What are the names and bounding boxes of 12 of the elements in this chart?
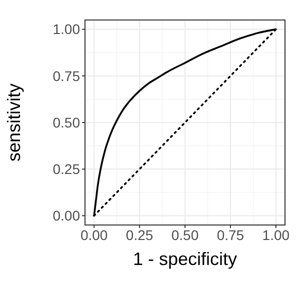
x-tick-label: 0.50 bbox=[171, 227, 199, 243]
x-axis-title: 1 - specificity bbox=[132, 249, 238, 269]
x-tick-label: 0.00 bbox=[80, 227, 108, 243]
x-tick-label: 0.75 bbox=[216, 227, 244, 243]
y-tick-label: 0.25 bbox=[52, 160, 80, 177]
x-tick-label: 0.25 bbox=[126, 227, 154, 243]
y-axis-title: sensitivity bbox=[4, 83, 24, 162]
y-tick-label: 0.50 bbox=[52, 114, 80, 130]
x-tick-label: 1.00 bbox=[262, 227, 290, 243]
y-tick-label: 0.00 bbox=[52, 208, 80, 224]
y-tick-label: 1.00 bbox=[52, 21, 80, 38]
y-tick-label: 0.75 bbox=[52, 68, 80, 84]
